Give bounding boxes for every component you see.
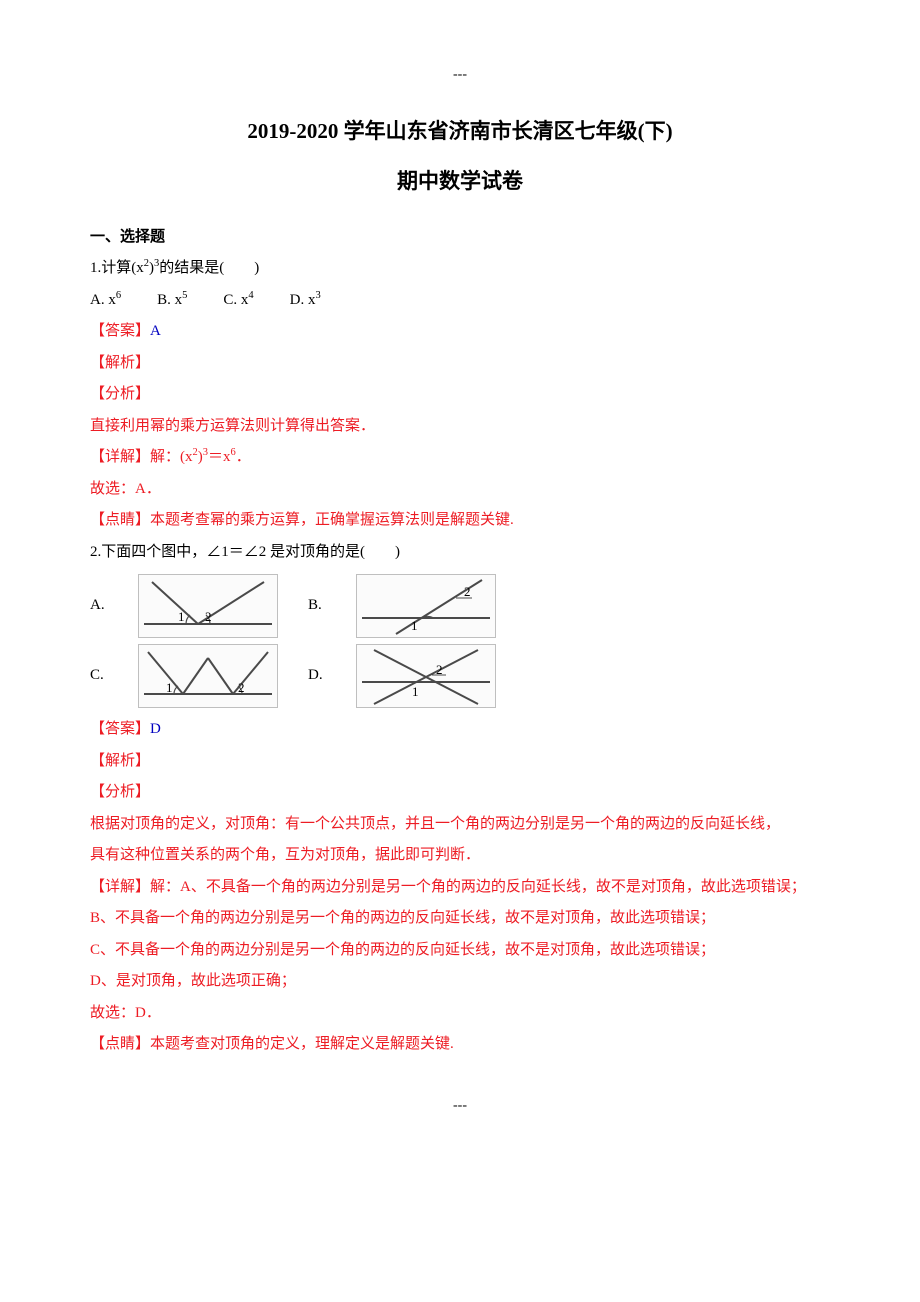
- q2-fig-c: 1 2: [138, 644, 278, 708]
- svg-text:2: 2: [205, 609, 212, 624]
- q1-jiexi: 【解析】: [90, 348, 830, 380]
- q2-label-d: D.: [308, 660, 326, 692]
- answer-value: A: [150, 323, 161, 339]
- answer-label: 【答案】: [90, 721, 150, 737]
- q2-row-cd: C. 1 2 D. 1 2: [90, 644, 830, 708]
- q1-opt-a: A. x6: [90, 285, 121, 317]
- section-heading: 一、选择题: [90, 222, 830, 254]
- q2-fenxi-1: 根据对顶角的定义，对顶角：有一个公共顶点，并且一个角的两边分别是另一个角的两边的…: [90, 809, 830, 841]
- q1-choose: 故选：A．: [90, 474, 830, 506]
- q1-fenxi-t: 直接利用幂的乘方运算法则计算得出答案．: [90, 411, 830, 443]
- q2-answer: 【答案】D: [90, 714, 830, 746]
- q2-row-ab: A. 1 2 B. 1 2: [90, 574, 830, 638]
- q1-answer: 【答案】A: [90, 316, 830, 348]
- q2-detail-c: C、不具备一个角的两边分别是另一个角的两边的反向延长线，故不是对顶角，故此选项错…: [90, 935, 830, 967]
- svg-text:2: 2: [464, 584, 471, 599]
- svg-text:1: 1: [166, 680, 173, 695]
- svg-text:2: 2: [238, 680, 245, 695]
- q1-fenxi-h: 【分析】: [90, 379, 830, 411]
- q2-jiexi: 【解析】: [90, 746, 830, 778]
- q2-fenxi-h: 【分析】: [90, 777, 830, 809]
- q2-fig-b: 1 2: [356, 574, 496, 638]
- svg-text:1: 1: [412, 684, 419, 699]
- q1-opt-c: C. x4: [223, 285, 253, 317]
- q2-detail-a: 【详解】解：A、不具备一个角的两边分别是另一个角的两边的反向延长线，故不是对顶角…: [90, 872, 830, 904]
- q2-label-a: A.: [90, 590, 108, 622]
- answer-value: D: [150, 721, 161, 737]
- q2-fig-a: 1 2: [138, 574, 278, 638]
- title-line-2: 期中数学试卷: [90, 159, 830, 203]
- q2-choose: 故选：D．: [90, 998, 830, 1030]
- q2-label-b: B.: [308, 590, 326, 622]
- footer-dash: ---: [90, 1091, 830, 1120]
- q2-detail-b: B、不具备一个角的两边分别是另一个角的两边的反向延长线，故不是对顶角，故此选项错…: [90, 903, 830, 935]
- q1-detail: 【详解】解：(x2)3＝x6．: [90, 442, 830, 474]
- q2-fenxi-2: 具有这种位置关系的两个角，互为对顶角，据此即可判断．: [90, 840, 830, 872]
- q2-stem: 2.下面四个图中，∠1＝∠2 是对顶角的是( ): [90, 537, 830, 569]
- q1-options: A. x6 B. x5 C. x4 D. x3: [90, 285, 830, 317]
- title-line-1: 2019-2020 学年山东省济南市长清区七年级(下): [90, 109, 830, 153]
- q1-stem-prefix: 1.计算(x: [90, 260, 144, 276]
- header-dash: ---: [90, 60, 830, 89]
- q2-detail-d: D、是对顶角，故此选项正确；: [90, 966, 830, 998]
- q1-dianjing: 【点睛】本题考查幂的乘方运算，正确掌握运算法则是解题关键.: [90, 505, 830, 537]
- answer-label: 【答案】: [90, 323, 150, 339]
- q2-label-c: C.: [90, 660, 108, 692]
- q2-fig-d: 1 2: [356, 644, 496, 708]
- q2-dianjing: 【点睛】本题考查对顶角的定义，理解定义是解题关键.: [90, 1029, 830, 1061]
- q1-opt-b: B. x5: [157, 285, 187, 317]
- q1-stem-suffix: 的结果是( ): [159, 260, 259, 276]
- svg-text:1: 1: [178, 609, 185, 624]
- svg-text:1: 1: [411, 618, 418, 633]
- q1-opt-d: D. x3: [290, 285, 321, 317]
- q1-stem: 1.计算(x2)3的结果是( ): [90, 253, 830, 285]
